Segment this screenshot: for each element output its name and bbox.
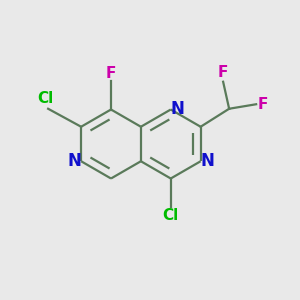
Text: Cl: Cl — [163, 208, 179, 224]
Text: N: N — [67, 152, 81, 170]
Text: N: N — [201, 152, 214, 170]
Text: N: N — [171, 100, 184, 118]
Text: F: F — [106, 66, 116, 81]
Text: F: F — [258, 97, 268, 112]
Text: F: F — [218, 65, 228, 80]
Text: Cl: Cl — [38, 91, 54, 106]
